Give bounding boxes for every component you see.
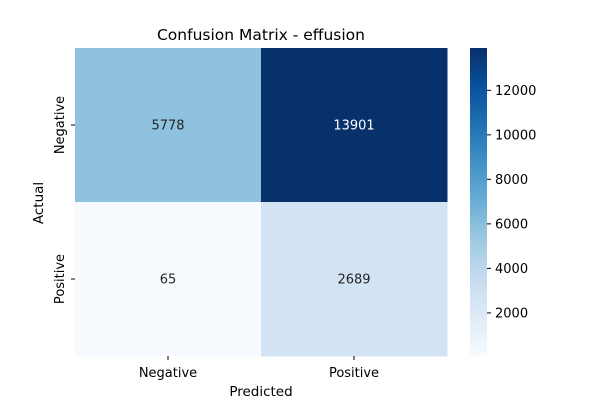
x-tick-label: Negative <box>139 366 197 381</box>
heatmap-cell-label: 2689 <box>337 273 370 288</box>
heatmap-cell <box>75 202 262 357</box>
heatmap-cell-label: 65 <box>160 273 177 288</box>
colorbar-tick-label: 4000 <box>495 262 528 277</box>
heatmap-cell-label: 13901 <box>333 119 374 134</box>
colorbar-axis: 2000 4000 6000 8000 10000 12000 <box>487 84 536 321</box>
y-axis: Negative Positive <box>53 96 75 304</box>
y-tick-label: Positive <box>53 254 68 304</box>
colorbar-tick-label: 12000 <box>495 84 536 99</box>
chart-title: Confusion Matrix - effusion <box>157 26 365 44</box>
heatmap-cell <box>75 48 262 203</box>
y-tick-label: Negative <box>53 96 68 154</box>
y-axis-label: Actual <box>31 182 47 224</box>
colorbar <box>470 48 487 356</box>
heatmap-cells <box>75 48 448 357</box>
colorbar-tick-label: 6000 <box>495 217 528 232</box>
colorbar-tick-label: 10000 <box>495 128 536 143</box>
heatmap-cell-labels: 5778 13901 65 2689 <box>151 119 374 288</box>
heatmap-cell <box>261 202 448 357</box>
x-axis-label: Predicted <box>229 384 292 400</box>
x-axis: Negative Positive <box>139 356 379 381</box>
x-tick-label: Positive <box>329 366 379 381</box>
colorbar-tick-label: 2000 <box>495 306 528 321</box>
heatmap-cell-label: 5778 <box>151 119 184 134</box>
heatmap-cell <box>261 48 448 203</box>
colorbar-tick-label: 8000 <box>495 173 528 188</box>
